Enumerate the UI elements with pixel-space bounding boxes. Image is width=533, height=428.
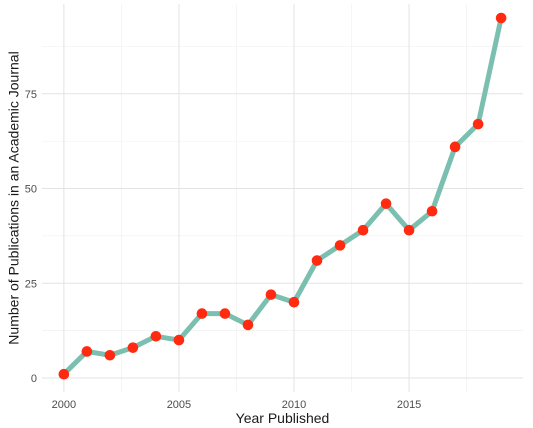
x-axis-title: Year Published [236,410,330,426]
data-point [196,308,208,319]
gridlines [42,4,523,392]
x-axis-ticks: 2000 2005 2010 2015 [52,399,422,411]
data-point [173,334,185,346]
data-point [449,141,461,153]
data-point [495,12,507,24]
y-axis-title: Number of Publications in an Academic Jo… [6,51,22,344]
series-group [58,12,507,380]
y-axis-ticks: 0 25 50 75 [25,89,37,385]
data-point [380,198,392,209]
data-point [219,308,231,319]
y-tick-label: 0 [31,373,37,385]
data-point [127,342,139,353]
data-point [334,240,346,251]
y-tick-label: 25 [25,278,37,290]
x-tick-label: 2005 [167,399,191,411]
data-point [472,118,484,130]
data-point [104,349,116,361]
series-line [61,15,504,377]
data-point [242,319,254,331]
y-tick-label: 75 [25,89,37,101]
data-point [58,368,70,380]
data-point [265,289,277,300]
x-tick-label: 2000 [52,399,76,411]
x-tick-label: 2010 [282,399,306,411]
data-point [426,205,438,217]
data-point [311,255,323,266]
y-tick-label: 50 [25,184,37,196]
x-tick-label: 2015 [397,399,421,411]
data-point [403,224,415,236]
data-point [150,331,162,342]
data-point [288,296,300,308]
data-point [81,346,93,357]
data-point [357,224,369,236]
